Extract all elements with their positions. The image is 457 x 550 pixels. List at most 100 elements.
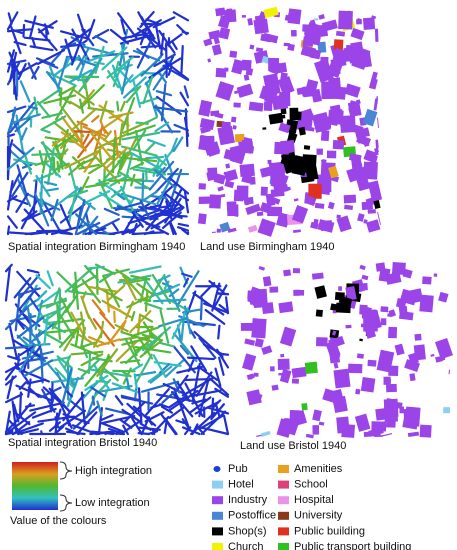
parcel [213, 173, 226, 185]
parcel [357, 213, 365, 222]
street [153, 106, 189, 113]
street [183, 305, 192, 335]
street [71, 156, 86, 170]
parcel [434, 337, 453, 360]
caption: Land use Birmingham 1940 [200, 241, 335, 253]
legend-swatch [212, 480, 223, 489]
parcel [364, 327, 377, 339]
street [172, 11, 190, 22]
parcel [338, 10, 353, 30]
street [144, 116, 158, 125]
parcel [433, 273, 438, 277]
parcel [232, 125, 237, 130]
parcel [361, 274, 369, 281]
street [44, 305, 66, 322]
street [124, 340, 149, 365]
street [10, 171, 29, 198]
street [114, 395, 124, 406]
street [6, 59, 27, 66]
legend-swatch [278, 465, 289, 473]
parcel [303, 145, 311, 150]
street [182, 277, 190, 288]
street [53, 425, 65, 436]
street [170, 390, 194, 418]
street [145, 280, 164, 305]
street-network [4, 263, 230, 436]
street [4, 375, 17, 386]
street [133, 373, 138, 390]
street [122, 371, 132, 378]
street [144, 142, 156, 153]
street [31, 65, 40, 80]
street [53, 287, 61, 303]
street [105, 289, 110, 313]
parcel [203, 38, 213, 47]
street [145, 18, 161, 26]
parcel [231, 116, 237, 123]
parcel [247, 375, 253, 380]
street [20, 402, 32, 416]
street [29, 401, 65, 412]
street [119, 336, 138, 341]
street [4, 410, 11, 436]
street [214, 367, 222, 388]
street [150, 331, 161, 342]
street [22, 336, 36, 346]
street [139, 422, 152, 431]
parcel [227, 227, 237, 233]
street [119, 100, 126, 112]
street [21, 163, 33, 169]
street [17, 428, 39, 436]
parcel [261, 345, 273, 355]
street [23, 208, 49, 236]
street [78, 98, 85, 114]
legend-swatch [212, 511, 223, 520]
street [103, 146, 129, 172]
parcel [261, 302, 274, 315]
parcel [207, 58, 212, 63]
parcel [233, 90, 239, 95]
street [90, 386, 107, 398]
street [4, 266, 11, 302]
street [52, 121, 79, 143]
parcel [383, 376, 391, 382]
street [29, 45, 54, 52]
street [101, 422, 124, 433]
parcel [278, 301, 294, 314]
street [172, 378, 181, 394]
parcel [287, 43, 295, 51]
street [136, 313, 142, 336]
legend-label: Hotel [228, 479, 254, 491]
street [87, 350, 92, 375]
street [126, 378, 131, 390]
parcel [277, 76, 295, 96]
parcel [315, 24, 329, 38]
street [206, 406, 230, 415]
street [158, 403, 171, 409]
street [45, 187, 59, 192]
street [59, 30, 89, 40]
parcel [363, 311, 378, 332]
street [6, 180, 14, 211]
street [162, 64, 190, 82]
parcel [244, 338, 256, 346]
parcel [335, 302, 351, 314]
street [54, 416, 60, 429]
street [191, 389, 222, 397]
street [115, 340, 139, 363]
street [17, 62, 38, 75]
street [121, 228, 136, 236]
street [16, 270, 41, 298]
parcel [345, 324, 352, 329]
street [80, 353, 104, 367]
parcel [386, 383, 397, 393]
street [127, 214, 158, 225]
street [120, 192, 157, 206]
street [116, 205, 128, 211]
parcel [315, 337, 328, 347]
street [154, 213, 188, 218]
parcel [211, 44, 222, 56]
street [94, 35, 108, 44]
street [6, 225, 11, 236]
parcel [240, 140, 253, 154]
